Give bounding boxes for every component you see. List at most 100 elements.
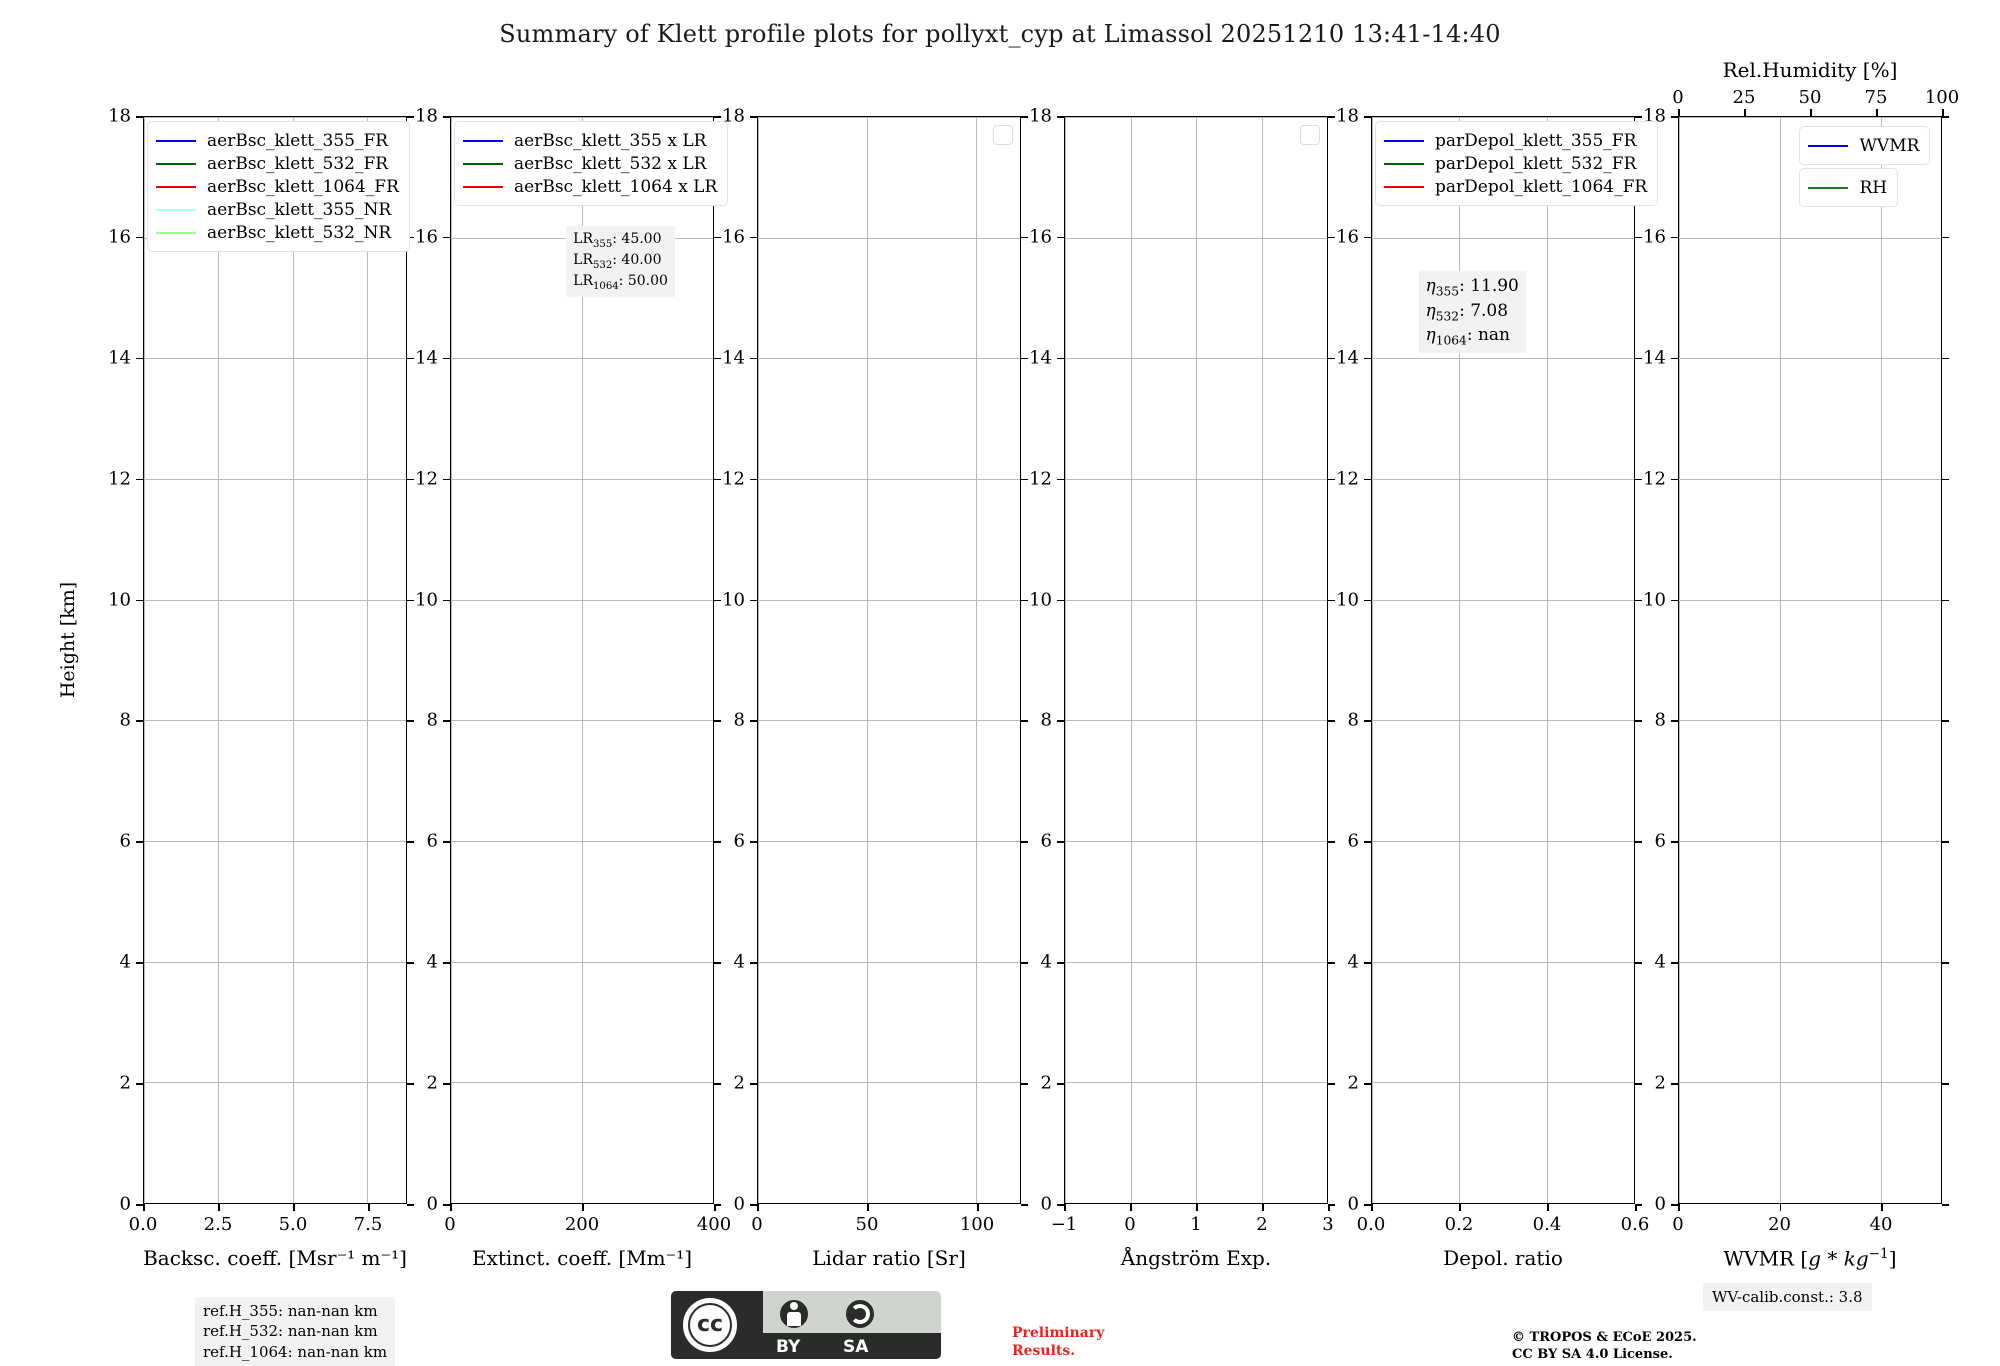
- legend-empty-lidar-ratio[interactable]: [993, 125, 1013, 145]
- y-tick-mark: [443, 357, 450, 360]
- x-tick-label: 20: [1768, 1214, 1791, 1235]
- x-tick-label: 0: [1124, 1214, 1136, 1235]
- gridline-vertical: [1779, 117, 1781, 1203]
- y-tick-mark: [714, 478, 721, 481]
- y-tick-mark: [1364, 1083, 1371, 1085]
- y-tick-label: 6: [1347, 830, 1359, 852]
- gridline-vertical: [1261, 117, 1263, 1203]
- legend-row: aerBsc_klett_532 x LR: [463, 152, 717, 175]
- y-tick-label: 10: [1029, 589, 1052, 611]
- gridline-horizontal: [1679, 237, 1941, 239]
- y-tick-mark: [714, 236, 721, 239]
- x-top-tick-mark: [1876, 109, 1878, 116]
- y-tick-label: 2: [1040, 1072, 1052, 1094]
- plot-panel-extinction: 0 2 4 6 8 10 12 14 16 18 0 200 400 Extinct. coeff. [M…: [415, 106, 731, 1271]
- y-tick-label: 6: [119, 830, 131, 852]
- cc-by-sa-license-badge: cc BY SA: [671, 1291, 941, 1359]
- gridline-horizontal: [1679, 720, 1941, 722]
- legend-wvmr[interactable]: WVMR: [1799, 126, 1931, 165]
- annotation-line: LR532: 40.00: [573, 252, 662, 271]
- y-tick-mark: [1021, 599, 1028, 602]
- x-top-tick-label: 0: [1672, 87, 1684, 108]
- y-tick-mark: [1057, 357, 1064, 360]
- gridline-horizontal: [1372, 1082, 1634, 1084]
- x-tick-mark: [1328, 1204, 1330, 1211]
- gridline-vertical: [1196, 117, 1197, 1203]
- legend-depol-ratio[interactable]: parDepol_klett_355_FR parDepol_klett_532_…: [1375, 121, 1659, 206]
- legend-line-swatch: [156, 185, 196, 188]
- x-axis-title: Ångström Exp.: [1120, 1246, 1272, 1270]
- ref-height-line: ref.H_532: nan-nan km: [203, 1322, 378, 1341]
- y-tick-mark: [750, 357, 757, 360]
- y-tick-mark: [443, 841, 450, 843]
- y-tick-mark: [1021, 962, 1028, 964]
- y-tick-mark: [443, 1083, 450, 1085]
- y-tick-label: 8: [119, 709, 131, 731]
- y-tick-label: 16: [1029, 226, 1052, 248]
- y-tick-mark: [443, 1204, 450, 1206]
- gridline-horizontal: [1679, 479, 1941, 480]
- x-tick-mark: [1130, 1204, 1132, 1211]
- legend-empty-angstrom-exponent[interactable]: [1300, 125, 1320, 145]
- legend-row: aerBsc_klett_1064 x LR: [463, 175, 717, 198]
- plot-panel-wvmr-rh: 0 2 4 6 8 10 12 14 16 18 0 20 40 0 25 50 75 100 Rel.Humidi…: [1643, 58, 1959, 1271]
- gridline-vertical: [1372, 117, 1373, 1203]
- plot-panel-backscatter: 0 2 4 6 8 10 12 14 16 18 0.0 2.5 5.0 7.5 Backsc. coeff…: [108, 106, 414, 1270]
- y-tick-label: 14: [722, 347, 745, 369]
- x-tick-label: 0.0: [128, 1214, 158, 1235]
- x-top-tick-label: 25: [1732, 87, 1756, 108]
- y-tick-mark: [1671, 1083, 1678, 1085]
- gridline-horizontal: [1679, 841, 1941, 842]
- legend-rh[interactable]: RH: [1799, 168, 1899, 207]
- preliminary-line-2: Results.: [1012, 1342, 1076, 1359]
- x-tick-mark: [582, 1204, 584, 1211]
- y-tick-mark: [750, 962, 757, 964]
- y-tick-mark: [1942, 357, 1949, 360]
- y-tick-label: 12: [1643, 468, 1666, 490]
- gridline-horizontal: [1372, 841, 1634, 842]
- x-tick-mark: [867, 1204, 869, 1211]
- y-tick-mark: [1328, 478, 1335, 481]
- y-tick-label: 4: [733, 951, 745, 973]
- y-tick-mark: [136, 116, 143, 118]
- legend-extinction[interactable]: aerBsc_klett_355 x LR aerBsc_klett_532 x …: [454, 121, 729, 206]
- y-tick-mark: [1671, 1204, 1678, 1206]
- y-tick-mark: [1057, 720, 1064, 723]
- x-tick-label: 40: [1869, 1214, 1893, 1235]
- y-tick-mark: [136, 236, 143, 239]
- x-tick-label: 0.2: [1444, 1214, 1474, 1235]
- gridline-horizontal: [1372, 237, 1634, 239]
- y-tick-label: 10: [108, 589, 131, 611]
- y-tick-label: 14: [415, 347, 438, 369]
- y-tick-label: 4: [426, 951, 438, 973]
- y-tick-label: 4: [119, 951, 131, 973]
- y-tick-label: 12: [415, 468, 438, 490]
- x-tick-label: 2: [1256, 1214, 1268, 1235]
- y-tick-label: 2: [426, 1072, 438, 1094]
- y-tick-label: 2: [1347, 1072, 1359, 1094]
- y-tick-mark: [1021, 357, 1028, 360]
- gridline-horizontal: [1679, 358, 1941, 360]
- legend-backscatter[interactable]: aerBsc_klett_355_FR aerBsc_klett_532_FR ae…: [147, 121, 410, 252]
- y-tick-mark: [1942, 962, 1949, 964]
- x-tick-mark: [293, 1204, 295, 1211]
- x-tick-mark: [1881, 1204, 1883, 1211]
- gridline-horizontal: [144, 1203, 406, 1204]
- legend-line-swatch: [1384, 139, 1424, 142]
- x-tick-mark: [1064, 1204, 1066, 1211]
- y-tick-mark: [714, 720, 721, 723]
- y-tick-mark: [1021, 1083, 1028, 1085]
- y-tick-mark: [1942, 841, 1949, 843]
- legend-label: aerBsc_klett_532_FR: [207, 153, 389, 174]
- x-top-tick-mark: [1810, 109, 1812, 116]
- y-tick-label: 0: [1347, 1193, 1359, 1215]
- plot-panel-angstrom-exponent: 0 2 4 6 8 10 12 14 16 18 −1 0 1 2 3 Ångström Exp.: [1029, 106, 1335, 1270]
- y-tick-label: 16: [415, 226, 438, 248]
- legend-label: aerBsc_klett_355_NR: [207, 199, 392, 220]
- legend-line-swatch: [1808, 144, 1849, 147]
- gridline-vertical: [582, 117, 583, 1203]
- x-tick-label: 0: [751, 1214, 763, 1235]
- y-tick-mark: [750, 236, 757, 239]
- y-tick-mark: [714, 962, 721, 964]
- y-tick-label: 8: [1040, 709, 1052, 731]
